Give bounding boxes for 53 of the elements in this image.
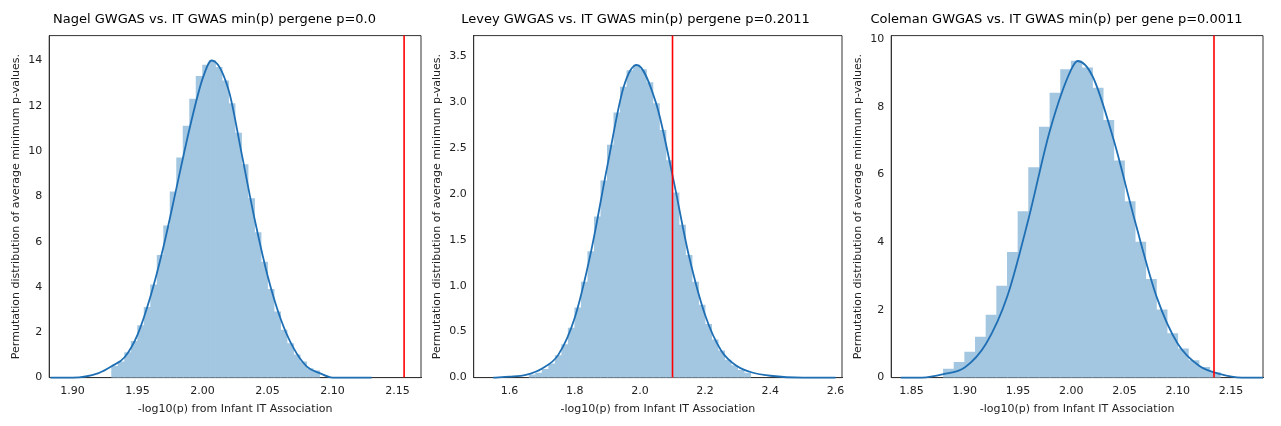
y-tick-label: 2.0 [449,186,467,200]
x-tick-label: 2.6 [826,384,845,398]
x-tick-label: 2.15 [385,384,410,398]
y-tick-label: 0 [35,370,43,384]
x-tick-label: 2.10 [1165,384,1191,398]
x-tick-label: 2.4 [761,384,780,398]
y-tick-label: 2.5 [449,140,467,154]
y-tick-label: 3.5 [449,48,467,62]
x-tick-label: 1.8 [565,384,584,398]
x-tick-label: 1.85 [899,384,924,398]
chart-title: Levey GWGAS vs. IT GWAS min(p) pergene p=0.2011 [461,11,810,27]
y-axis-title: Permutation distribution of average minimum p-values. [9,54,23,360]
line-series [492,64,837,379]
y-tick-label: 8 [877,99,885,113]
y-tick-label: 8 [35,189,43,203]
x-axis-title: -log10(p) from Infant IT Association [137,402,333,416]
y-tick-label: 1.0 [449,278,467,292]
line-series [49,59,373,379]
x-axis-title: -log10(p) from Infant IT Association [560,402,756,416]
x-tick-label: 2.00 [1058,384,1084,398]
x-tick-label: 1.95 [1005,384,1031,398]
y-tick-label: 4 [35,279,43,293]
x-tick-label: 2.2 [696,384,714,398]
y-tick-label: 0.5 [449,324,467,338]
y-tick-label: 1.5 [449,232,467,246]
y-tick-label: 0 [877,370,885,384]
x-tick-label: 1.90 [952,384,977,398]
x-tick-label: 2.05 [255,384,280,398]
y-tick-label: 10 [870,31,885,45]
y-tick-label: 14 [28,53,43,67]
line-series [899,60,1264,379]
y-tick-label: 0.0 [449,370,467,384]
x-axis-title: -log10(p) from Infant IT Association [979,402,1175,416]
x-tick-label: 2.15 [1218,384,1244,398]
chart-title: Coleman GWGAS vs. IT GWAS min(p) per gene p=0.0011 [870,11,1243,27]
y-tick-label: 3.0 [449,94,467,108]
y-tick-label: 2 [877,302,885,316]
x-tick-label: 2.10 [320,384,345,398]
y-axis-title: Permutation distribution of average minimum p-values. [851,54,865,360]
y-tick-label: 6 [35,234,43,248]
x-tick-label: 2.0 [631,384,649,398]
y-axis-title: Permutation distribution of average minimum p-values. [430,54,444,360]
x-tick-label: 1.90 [60,384,85,398]
y-tick-label: 4 [877,235,885,249]
x-tick-label: 1.95 [125,384,150,398]
y-tick-label: 6 [877,167,885,181]
x-tick-label: 2.05 [1112,384,1137,398]
y-tick-label: 10 [28,143,43,157]
y-tick-label: 2 [35,325,43,339]
chart-title: Nagel GWGAS vs. IT GWAS min(p) pergene p=0.0 [53,11,376,27]
y-tick-label: 12 [28,98,43,112]
x-tick-label: 2.00 [190,384,215,398]
x-tick-label: 1.6 [500,384,519,398]
